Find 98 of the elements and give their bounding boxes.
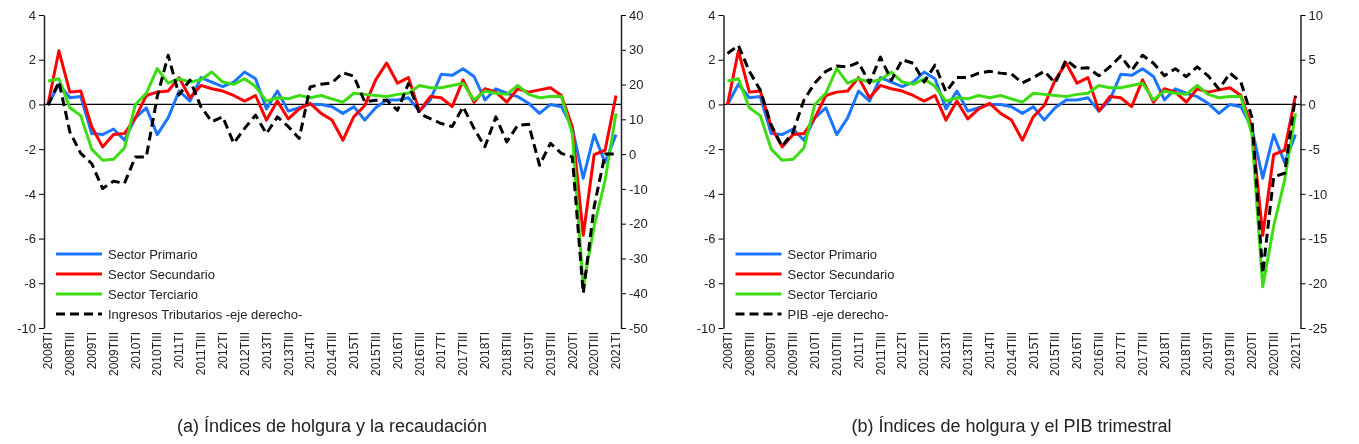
x-tick-label: 2017TI xyxy=(434,332,449,370)
x-tick-label: 2020TI xyxy=(565,332,580,370)
x-tick-label: 2016TIII xyxy=(1092,332,1107,377)
legend-label: Sector Primario xyxy=(108,246,198,262)
y2-tick-label: 0 xyxy=(629,146,637,162)
x-tick-label: 2012TI xyxy=(215,332,230,370)
x-tick-label: 2014TIII xyxy=(325,332,340,377)
y2-tick-label: 30 xyxy=(629,42,644,58)
x-tick-label: 2019TI xyxy=(1201,332,1216,370)
x-tick-label: 2014TI xyxy=(982,332,997,370)
x-tick-label: 2010TIII xyxy=(150,332,165,377)
y-tick-label: -4 xyxy=(24,186,36,202)
y-tick-label: 4 xyxy=(28,7,36,23)
x-tick-label: 2008TI xyxy=(720,332,735,370)
y2-tick-label: 40 xyxy=(629,7,644,23)
x-tick-label: 2009TIII xyxy=(106,332,121,377)
y2-tick-label: -40 xyxy=(629,285,648,301)
y-tick-label: -4 xyxy=(703,186,716,202)
x-tick-label: 2015TIII xyxy=(1048,332,1063,377)
x-tick-label: 2013TIII xyxy=(281,332,296,377)
x-tick-label: 2018TIII xyxy=(1179,332,1194,377)
x-tick-label: 2010TIII xyxy=(829,332,844,377)
y-tick-label: 0 xyxy=(708,97,716,113)
y2-tick-label: 20 xyxy=(629,77,644,93)
y2-tick-label: 10 xyxy=(629,111,644,127)
x-tick-label: 2011TIII xyxy=(194,332,209,376)
x-tick-label: 2008TIII xyxy=(742,332,757,377)
y-tick-label: -6 xyxy=(703,231,716,247)
text: (b) Índices de holgura y el PIB trimestral xyxy=(851,416,1172,436)
y2-tick-label: 0 xyxy=(1308,97,1316,113)
x-tick-label: 2017TI xyxy=(1113,332,1128,370)
x-tick-label: 2014TI xyxy=(303,332,318,370)
x-tick-label: 2009TI xyxy=(764,332,779,370)
x-tick-label: 2017TIII xyxy=(1135,332,1150,377)
x-tick-label: 2012TIII xyxy=(917,332,932,377)
x-tick-label: 2019TI xyxy=(521,332,536,370)
x-tick-label: 2017TIII xyxy=(456,332,471,377)
y2-tick-label: -20 xyxy=(629,216,648,232)
x-tick-label: 2013TIII xyxy=(961,332,976,377)
x-tick-label: 2019TIII xyxy=(543,332,558,377)
legend-label: PIB -eje derecho- xyxy=(787,306,889,322)
x-tick-label: 2013TI xyxy=(939,332,954,370)
x-tick-label: 2021TI xyxy=(1288,332,1303,370)
y2-tick-label: -25 xyxy=(1308,320,1328,336)
x-tick-label: 2008TI xyxy=(41,332,56,370)
x-tick-label: 2011TI xyxy=(172,332,187,369)
y-tick-label: 4 xyxy=(708,7,716,23)
y-tick-label: -10 xyxy=(696,320,716,336)
x-tick-label: 2014TIII xyxy=(1004,332,1019,377)
y2-tick-label: 10 xyxy=(1308,7,1323,23)
legend-label: Ingresos Tributarios -eje derecho- xyxy=(108,306,303,322)
y-tick-label: 2 xyxy=(28,52,36,68)
y2-tick-label: -5 xyxy=(1308,141,1321,157)
y-tick-label: 0 xyxy=(28,97,36,113)
x-tick-label: 2020TI xyxy=(1245,332,1260,370)
x-tick-label: 2018TI xyxy=(478,332,493,370)
y2-tick-label: 5 xyxy=(1308,52,1316,68)
x-tick-label: 2015TI xyxy=(347,332,362,370)
legend-label: Sector Terciario xyxy=(108,286,199,302)
x-tick-label: 2011TI xyxy=(851,332,866,369)
x-tick-label: 2015TI xyxy=(1026,332,1041,370)
y-tick-label: -8 xyxy=(703,275,716,291)
x-tick-label: 2016TI xyxy=(390,332,405,370)
legend-label: Sector Primario xyxy=(787,246,878,262)
y2-tick-label: -20 xyxy=(1308,275,1328,291)
x-tick-label: 2020TIII xyxy=(1266,332,1281,377)
legend-label: Sector Secundario xyxy=(108,266,215,282)
x-tick-label: 2010TI xyxy=(128,332,143,370)
y-tick-label: 2 xyxy=(708,52,716,68)
x-tick-label: 2011TIII xyxy=(873,332,888,376)
x-tick-label: 2018TIII xyxy=(499,332,514,377)
x-tick-label: 2016TI xyxy=(1070,332,1085,370)
y2-tick-label: -10 xyxy=(1308,186,1328,202)
x-tick-label: 2020TIII xyxy=(587,332,602,377)
x-tick-label: 2012TI xyxy=(895,332,910,370)
x-tick-label: 2012TIII xyxy=(237,332,252,377)
x-tick-label: 2016TIII xyxy=(412,332,427,377)
y2-tick-label: -15 xyxy=(1308,231,1328,247)
x-tick-label: 2018TI xyxy=(1157,332,1172,370)
legend-label: Sector Terciario xyxy=(787,286,878,302)
text: (a) Índices de holgura y la recaudación xyxy=(176,416,488,436)
y-tick-label: -6 xyxy=(24,231,36,247)
x-tick-label: 2015TIII xyxy=(368,332,383,377)
x-tick-label: 2013TI xyxy=(259,332,274,370)
y2-tick-label: -50 xyxy=(629,320,648,336)
x-tick-label: 2009TI xyxy=(84,332,99,370)
x-tick-label: 2010TI xyxy=(808,332,823,370)
y-tick-label: -8 xyxy=(24,275,36,291)
y-tick-label: -10 xyxy=(17,320,36,336)
y2-tick-label: -30 xyxy=(629,251,648,267)
y2-tick-label: -10 xyxy=(629,181,648,197)
legend-label: Sector Secundario xyxy=(787,266,895,282)
x-tick-label: 2021TI xyxy=(609,332,624,370)
x-tick-label: 2009TIII xyxy=(786,332,801,377)
x-tick-label: 2019TIII xyxy=(1223,332,1238,377)
y-tick-label: -2 xyxy=(703,141,716,157)
y-tick-label: -2 xyxy=(24,141,36,157)
x-tick-label: 2008TIII xyxy=(63,332,78,377)
